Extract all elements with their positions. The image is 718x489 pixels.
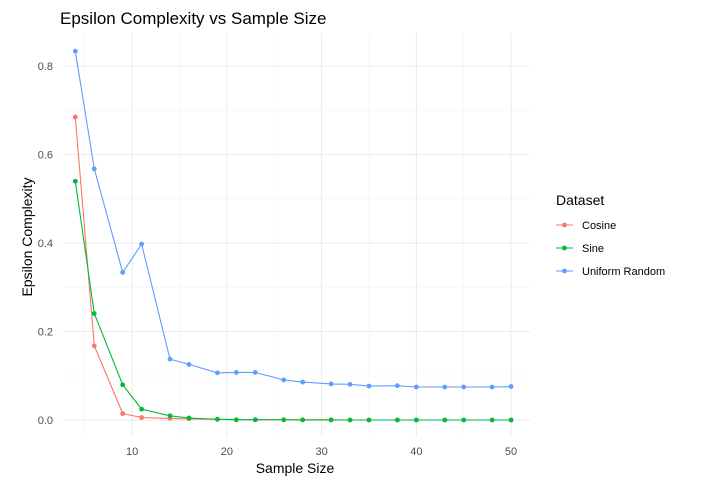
legend-title: Dataset	[556, 192, 604, 208]
y-tick-label: 0.8	[38, 61, 53, 73]
y-tick-label: 0.0	[38, 415, 53, 427]
legend-label-sine: Sine	[582, 243, 604, 255]
data-point-uniform-random	[233, 369, 239, 375]
data-point-uniform-random	[442, 384, 448, 390]
data-point-uniform-random	[167, 356, 173, 362]
data-point-uniform-random	[139, 241, 145, 247]
data-point-sine	[281, 417, 287, 423]
data-point-uniform-random	[508, 384, 514, 389]
data-point-cosine	[120, 411, 126, 416]
x-axis-ticks: 10 20 30 40 50	[126, 446, 517, 458]
x-tick-label: 50	[505, 446, 517, 458]
data-point-uniform-random	[328, 381, 334, 387]
data-point-sine	[489, 417, 495, 423]
data-point-uniform-random	[281, 377, 287, 383]
x-tick-label: 40	[410, 446, 422, 458]
y-axis-title: Epsilon Complexity	[19, 177, 35, 296]
y-tick-label: 0.4	[38, 238, 53, 250]
data-point-uniform-random	[300, 379, 306, 385]
data-point-uniform-random	[394, 383, 400, 389]
data-point-sine	[413, 417, 419, 423]
data-point-sine	[215, 416, 220, 422]
data-point-sine	[139, 406, 145, 412]
data-point-sine	[461, 417, 467, 423]
chart-title: Epsilon Complexity vs Sample Size	[60, 9, 326, 28]
legend: Dataset Cosine Sine Uniform Random	[556, 192, 665, 278]
data-point-sine	[394, 417, 400, 423]
x-axis-title: Sample Size	[256, 460, 335, 476]
legend-label-cosine: Cosine	[582, 220, 616, 232]
data-point-cosine	[72, 114, 78, 120]
data-point-uniform-random	[413, 384, 419, 390]
series-line-uniform-random	[74, 51, 512, 388]
data-point-uniform-random	[120, 269, 126, 275]
y-tick-label: 0.6	[38, 150, 53, 162]
data-point-uniform-random	[91, 166, 97, 172]
y-axis-ticks: 0.0 0.2 0.4 0.6 0.8	[38, 61, 53, 427]
x-tick-label: 20	[221, 446, 233, 458]
data-point-sine	[366, 417, 372, 423]
data-point-sine	[252, 417, 258, 423]
data-point-uniform-random	[186, 362, 192, 367]
data-point-sine	[233, 417, 239, 423]
data-point-uniform-random	[215, 370, 220, 376]
data-point-uniform-random	[347, 381, 353, 387]
grid	[63, 33, 530, 437]
data-point-uniform-random	[461, 384, 467, 390]
data-point-uniform-random	[72, 48, 78, 54]
series-group	[72, 48, 514, 423]
x-tick-label: 30	[315, 446, 327, 458]
legend-key-point-sine	[562, 245, 567, 251]
data-point-sine	[508, 417, 514, 423]
y-tick-label: 0.2	[38, 327, 53, 339]
data-point-uniform-random	[366, 383, 372, 389]
legend-key-point-cosine	[562, 222, 567, 228]
data-point-uniform-random	[489, 384, 495, 390]
data-point-sine	[300, 417, 306, 423]
data-point-sine	[167, 413, 173, 419]
data-point-sine	[186, 415, 192, 421]
data-point-sine	[91, 311, 97, 316]
data-point-cosine	[91, 343, 97, 349]
data-point-sine	[72, 178, 78, 184]
data-point-sine	[347, 417, 353, 423]
legend-key-point-uniform-random	[562, 268, 567, 274]
series-line-sine	[74, 181, 512, 421]
legend-label-uniform-random: Uniform Random	[582, 266, 665, 278]
data-point-uniform-random	[252, 369, 258, 375]
series-line-cosine	[74, 117, 512, 421]
data-point-sine	[120, 382, 126, 388]
data-point-sine	[442, 417, 448, 423]
data-point-sine	[328, 417, 334, 423]
data-point-cosine	[139, 415, 145, 420]
x-tick-label: 10	[126, 446, 138, 458]
